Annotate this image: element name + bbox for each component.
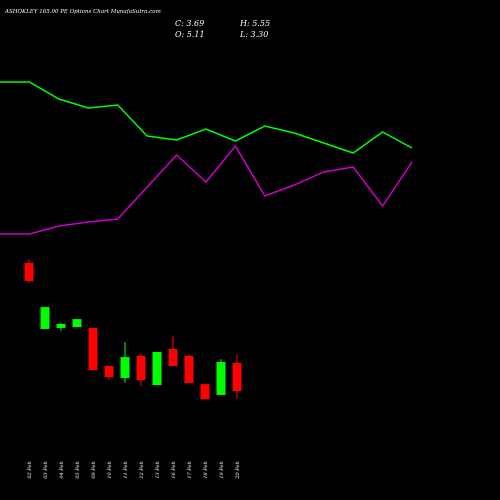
indicator-line bbox=[0, 81, 413, 154]
info-close: C: 3.69 bbox=[175, 19, 204, 28]
x-tick-label: 02 Feb bbox=[27, 461, 33, 478]
x-tick-label: 20 Feb bbox=[235, 461, 241, 479]
x-tick-label: 18 Feb bbox=[203, 461, 209, 478]
x-tick-label: 16 Feb bbox=[171, 461, 177, 478]
x-tick-label: 04 Feb bbox=[59, 461, 65, 478]
x-tick-label: 10 Feb bbox=[107, 461, 113, 478]
x-tick-label: 09 Feb bbox=[91, 461, 97, 478]
info-open: O: 5.11 bbox=[175, 30, 205, 39]
x-tick-label: 05 Feb bbox=[75, 461, 81, 478]
candle-body bbox=[56, 324, 66, 328]
x-tick-label: 03 Feb bbox=[43, 461, 49, 478]
x-tick-label: 19 Feb bbox=[219, 461, 225, 478]
candle-body bbox=[120, 357, 130, 379]
candle-body bbox=[104, 365, 114, 378]
chart-title: ASHOKLEY 165.00 PE Options Chart MunafaS… bbox=[4, 9, 161, 15]
candle-body bbox=[40, 307, 50, 329]
candle-body bbox=[168, 349, 178, 366]
info-low: L: 3.30 bbox=[239, 30, 268, 39]
candle-body bbox=[136, 355, 146, 380]
x-tick-label: 11 Feb bbox=[123, 461, 129, 478]
x-tick-label: 13 Feb bbox=[155, 461, 161, 478]
candle-body bbox=[184, 355, 194, 383]
candle-body bbox=[232, 363, 242, 392]
indicator-line bbox=[0, 144, 413, 235]
candle-body bbox=[24, 262, 34, 282]
candle-body bbox=[88, 327, 98, 371]
candle-body bbox=[152, 352, 162, 386]
candle-body bbox=[72, 319, 82, 327]
candle-body bbox=[200, 384, 210, 400]
x-tick-label: 17 Feb bbox=[187, 461, 193, 478]
info-high: H: 5.55 bbox=[239, 19, 270, 28]
x-tick-label: 12 Feb bbox=[139, 461, 145, 478]
candle-body bbox=[216, 362, 226, 395]
